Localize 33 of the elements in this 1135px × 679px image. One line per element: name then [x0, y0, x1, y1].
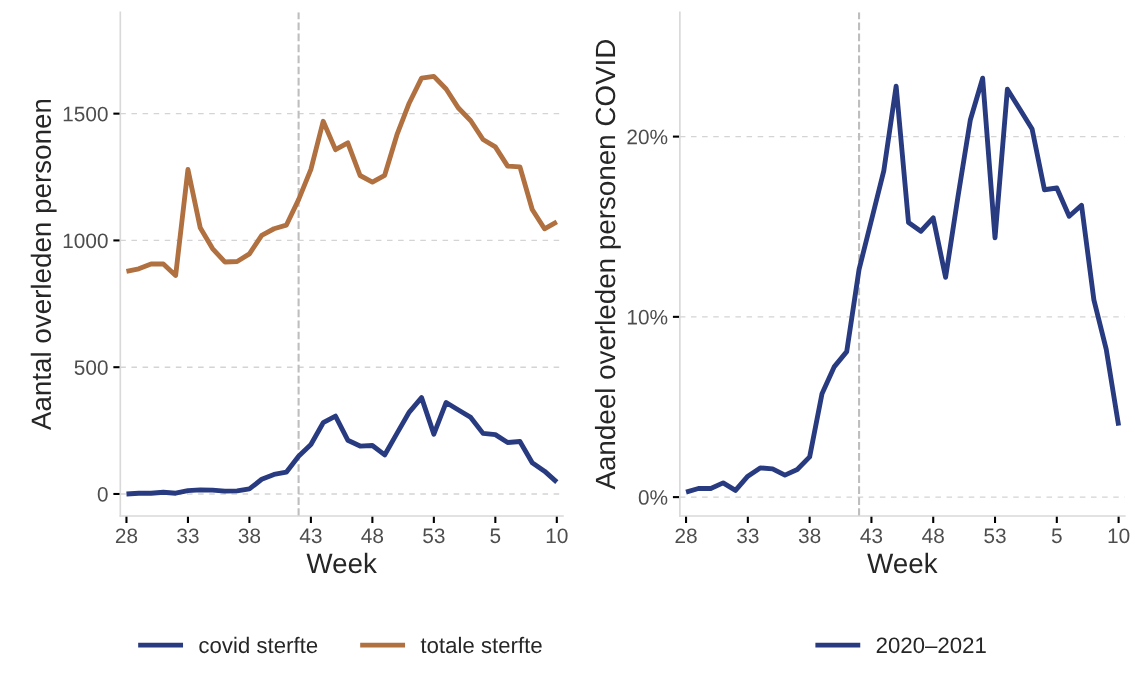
x-tick-label: 10 — [1108, 528, 1130, 544]
x-tick-label: 43 — [299, 528, 322, 544]
x-tick-label: 53 — [423, 528, 445, 544]
legend-label: 2020–2021 — [876, 637, 986, 654]
y-tick-label: 0 — [97, 486, 108, 502]
y-tick-label: 0% — [638, 490, 668, 505]
x-tick-label: 48 — [922, 528, 944, 544]
x-tick-label: 53 — [984, 528, 1006, 544]
line-series — [124, 395, 560, 497]
x-tick-label: 33 — [177, 528, 199, 544]
y-tick-label: 20% — [627, 129, 668, 145]
x-tick-label: 5 — [490, 528, 501, 544]
line-series — [124, 73, 560, 278]
y-axis-title: Aantal overleden personen — [30, 99, 57, 431]
x-tick-label: 5 — [1051, 528, 1062, 544]
x-tick-label: 28 — [115, 528, 138, 544]
x-tick-label: 38 — [238, 528, 261, 544]
x-axis-title: Week — [306, 552, 377, 574]
y-tick-label: 1500 — [63, 106, 108, 122]
y-tick-label: 1000 — [63, 233, 108, 249]
legend-label: covid sterfte — [199, 636, 318, 654]
x-tick-label: 48 — [361, 528, 384, 544]
legend-label: totale sterfte — [420, 636, 542, 654]
y-tick-label: 500 — [74, 360, 108, 375]
x-tick-label: 38 — [798, 528, 821, 544]
x-tick-label: 10 — [546, 528, 568, 544]
y-tick-label: 10% — [627, 309, 668, 325]
y-axis-title: Aandeel overleden personen COVID — [594, 39, 621, 490]
x-axis-title: Week — [867, 552, 938, 574]
line-series — [683, 75, 1122, 495]
x-tick-label: 43 — [860, 528, 883, 544]
x-tick-label: 28 — [675, 528, 697, 544]
x-tick-label: 33 — [737, 528, 759, 544]
